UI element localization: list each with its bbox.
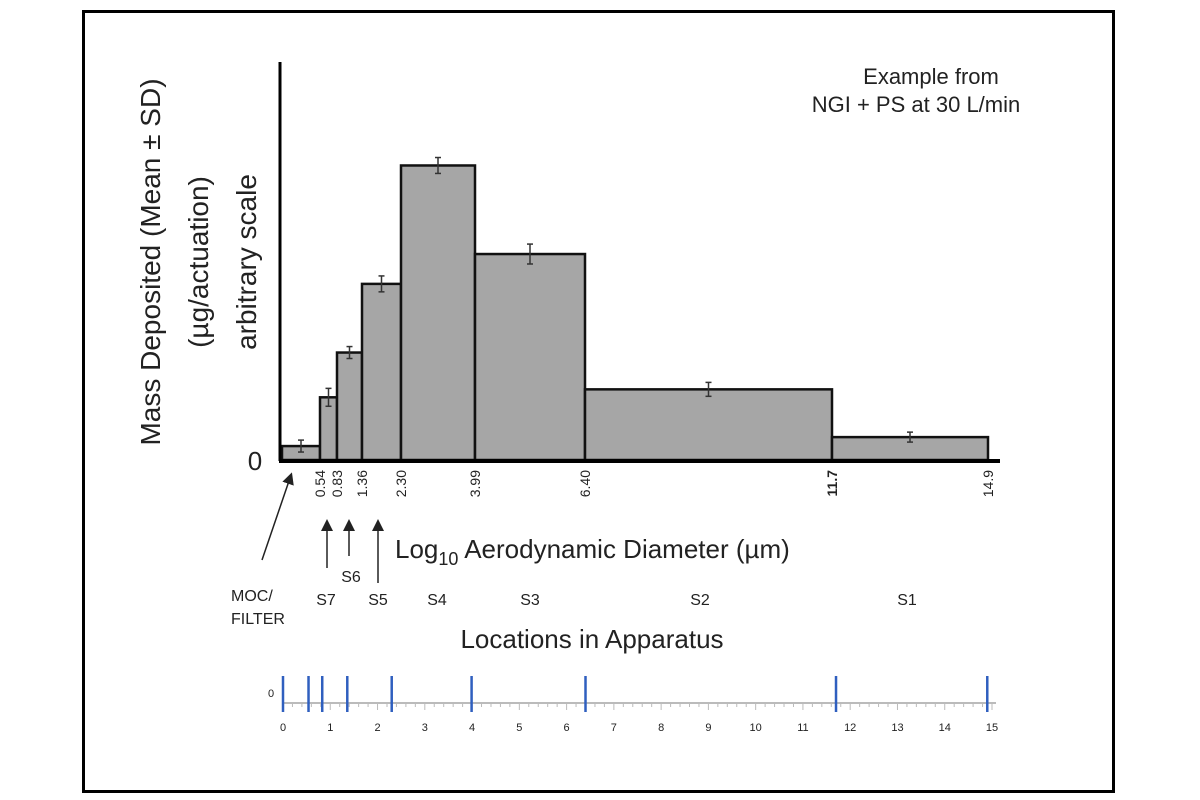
- bin-edge-label: 1.36: [354, 470, 370, 497]
- ruler-tick-label: 9: [705, 722, 711, 734]
- ruler-tick-label: 15: [986, 722, 998, 734]
- ruler-tick-label: 1: [327, 722, 333, 734]
- y-tick-zero: 0: [248, 446, 262, 476]
- annotation-line1: Example from: [863, 64, 999, 89]
- error-bar: [325, 387, 332, 408]
- bar-s4: [399, 164, 477, 462]
- location-s3: S3: [520, 592, 540, 609]
- error-bar: [298, 439, 304, 453]
- y-axis-title-line2: (µg/actuation): [183, 176, 214, 348]
- x-axis-title-log: Log: [395, 534, 438, 564]
- location-s2: S2: [690, 592, 710, 609]
- location-s7: S7: [316, 592, 336, 609]
- x-axis-title-rest: Aerodynamic Diameter (µm): [458, 534, 789, 564]
- error-bar: [346, 345, 353, 360]
- error-bar: [705, 381, 712, 398]
- ruler-tick-label: 3: [422, 722, 428, 734]
- bar-s6: [335, 351, 364, 462]
- location-s1: S1: [897, 592, 917, 609]
- bin-edge-label: 11.7: [824, 470, 840, 497]
- location-s4: S4: [427, 592, 447, 609]
- bars-group: [280, 156, 990, 462]
- ruler-tick-label: 13: [891, 722, 903, 734]
- bin-edge-labels: 0.54 0.83 1.36 2.30 3.99 6.40 11.7 14.9: [312, 470, 996, 497]
- location-moc-line2: FILTER: [231, 611, 285, 628]
- y-axis-title-line1: Mass Deposited (Mean ± SD): [135, 78, 166, 445]
- ruler-tick-label: 2: [374, 722, 380, 734]
- error-bar: [907, 431, 913, 443]
- diameter-ruler: 0 0 1 2 3 4 5 6 7 8 9 10 11 12 13 14 15: [268, 676, 998, 734]
- moc-arrow: [261, 472, 294, 561]
- x-axis-title-sub: 10: [438, 549, 458, 569]
- locations-title: Locations in Apparatus: [460, 624, 723, 654]
- bin-edge-label: 14.9: [980, 470, 996, 497]
- ruler-tick-label: 10: [750, 722, 762, 734]
- error-bar: [527, 243, 533, 265]
- bin-edge-label: 3.99: [467, 470, 483, 497]
- bin-edge-label: 6.40: [577, 470, 593, 497]
- bar-s2: [583, 388, 834, 462]
- location-s6: S6: [341, 569, 361, 586]
- annotation-line2: NGI + PS at 30 L/min: [812, 92, 1020, 117]
- y-axis-title: Mass Deposited (Mean ± SD) (µg/actuation…: [135, 78, 262, 445]
- ruler-tick-label: 8: [658, 722, 664, 734]
- ruler-tick-label: 14: [939, 722, 951, 734]
- bin-edge-label: 2.30: [393, 470, 409, 497]
- ruler-tick-label: 12: [844, 722, 856, 734]
- bin-edge-label: 0.54: [312, 470, 328, 497]
- ruler-tick-label: 4: [469, 722, 475, 734]
- ruler-tick-label: 7: [611, 722, 617, 734]
- error-bar: [435, 156, 441, 175]
- ruler-tick-label: 6: [564, 722, 570, 734]
- ruler-tick-label: 5: [516, 722, 522, 734]
- location-s5: S5: [368, 592, 388, 609]
- x-axis-title: Log10 Aerodynamic Diameter (µm): [395, 534, 790, 569]
- location-moc-line1: MOC/: [231, 588, 273, 605]
- ruler-tick-label: 11: [797, 722, 808, 734]
- bin-edge-label: 0.83: [329, 470, 345, 497]
- bar-s5: [360, 282, 403, 462]
- ruler-tick-label: 0: [280, 722, 286, 734]
- figure-frame: [82, 10, 1115, 793]
- y-axis-title-line3: arbitrary scale: [231, 174, 262, 350]
- ruler-y-label: 0: [268, 688, 274, 700]
- bar-s3: [473, 252, 587, 462]
- error-bar: [378, 275, 385, 293]
